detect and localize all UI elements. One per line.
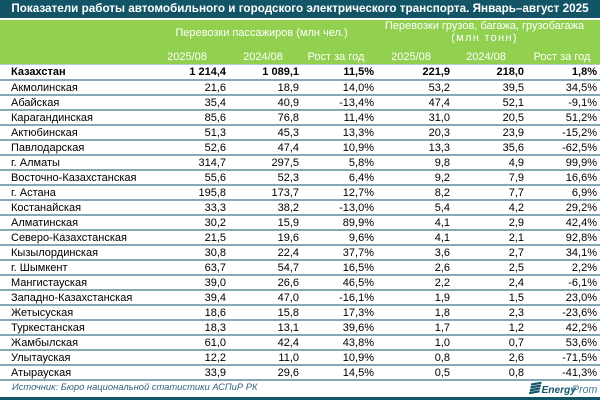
- svg-text:Energy: Energy: [542, 385, 578, 396]
- svg-text:Prom: Prom: [572, 384, 597, 396]
